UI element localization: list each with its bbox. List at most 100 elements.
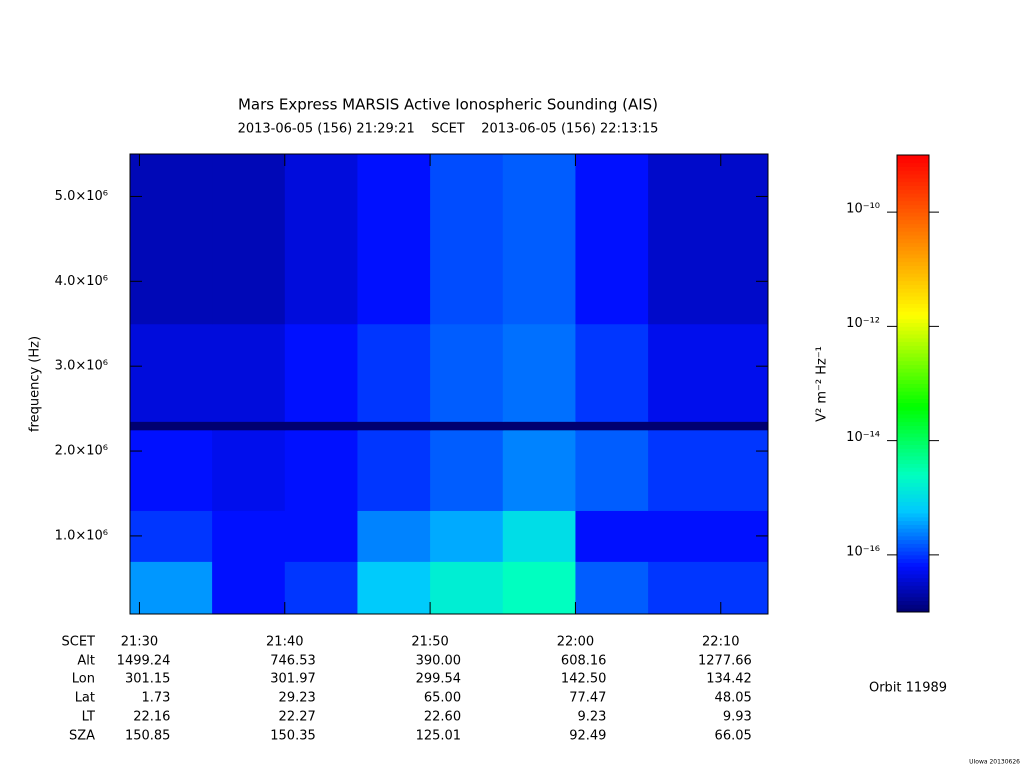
colorbar-step xyxy=(897,257,929,263)
ephemeris-value: 301.15 xyxy=(125,672,171,687)
ephemeris-value: 142.50 xyxy=(561,672,607,687)
heat-cell xyxy=(648,561,769,615)
x-tick-label: 22:10 xyxy=(702,635,739,650)
ephemeris-value: 301.97 xyxy=(270,672,316,687)
colorbar-step xyxy=(897,181,929,186)
ephemeris-value: 22.16 xyxy=(133,710,170,725)
heat-cell xyxy=(357,561,431,615)
colorbar-step xyxy=(897,307,929,312)
colorbar-step xyxy=(897,478,929,484)
credit: UIowa 20130626 xyxy=(969,759,1020,766)
x-tick-label: 21:30 xyxy=(121,635,158,650)
colorbar-step xyxy=(897,387,929,392)
heat-cell xyxy=(575,323,649,422)
ephemeris-value: 9.23 xyxy=(577,710,606,725)
colorbar-step xyxy=(897,196,929,202)
colorbar-step xyxy=(897,471,929,476)
orbit-label: Orbit 11989 xyxy=(869,681,947,696)
colorbar-step xyxy=(897,246,929,251)
colorbar-step xyxy=(897,189,929,194)
heat-cell xyxy=(430,421,504,431)
heat-cell xyxy=(575,510,649,562)
ephemeris-value: 48.05 xyxy=(715,691,752,706)
colorbar-step xyxy=(897,516,929,522)
ephemeris-value: 150.85 xyxy=(125,729,171,744)
colorbar-step xyxy=(897,570,929,575)
ephemeris-value: 77.47 xyxy=(569,691,606,706)
colorbar-step xyxy=(897,311,929,316)
colorbar-step xyxy=(897,177,929,183)
colorbar-step xyxy=(897,459,929,464)
colorbar-step xyxy=(897,448,929,453)
colorbar-step xyxy=(897,219,929,225)
colorbar-step xyxy=(897,185,929,190)
colorbar-step xyxy=(897,490,929,495)
heat-cell xyxy=(430,561,504,615)
colorbar-step xyxy=(897,608,929,613)
ephemeris-value: 22.27 xyxy=(279,710,316,725)
colorbar-step xyxy=(897,413,929,419)
ephemeris-value: 390.00 xyxy=(416,654,462,669)
ephemeris-label: SZA xyxy=(69,729,95,744)
y-tick-label: 1.0×10⁶ xyxy=(55,528,108,543)
colorbar-step xyxy=(897,364,929,369)
colorbar-step xyxy=(897,467,929,472)
colorbar-step xyxy=(897,455,929,461)
colorbar-step xyxy=(897,417,929,423)
colorbar-step xyxy=(897,398,929,404)
heat-cell xyxy=(357,429,431,511)
colorbar-step xyxy=(897,292,929,297)
colorbar-step xyxy=(897,554,929,560)
heat-cell xyxy=(357,421,431,431)
heat-cell xyxy=(575,154,649,325)
y-tick-label: 4.0×10⁶ xyxy=(55,274,108,289)
colorbar-step xyxy=(897,234,929,240)
heat-cell xyxy=(284,429,358,511)
ephemeris-value: 746.53 xyxy=(270,654,316,669)
x-tick-label: 22:00 xyxy=(557,635,594,650)
colorbar-step xyxy=(897,474,929,480)
colorbar-step xyxy=(897,273,929,278)
colorbar-step xyxy=(897,505,929,510)
colorbar-step xyxy=(897,280,929,285)
colorbar-step xyxy=(897,592,929,598)
heat-cell xyxy=(284,510,358,562)
colorbar-step xyxy=(897,493,929,499)
ephemeris-value: 150.35 xyxy=(270,729,316,744)
heat-cell xyxy=(430,510,504,562)
colorbar-step xyxy=(897,589,929,594)
ephemeris-value: 92.49 xyxy=(569,729,606,744)
ephemeris-value: 9.93 xyxy=(723,710,752,725)
colorbar-step xyxy=(897,375,929,381)
ephemeris-value: 66.05 xyxy=(715,729,752,744)
ephemeris-value: 65.00 xyxy=(424,691,461,706)
colorbar-step xyxy=(897,566,929,571)
ephemeris-value: 1499.24 xyxy=(117,654,171,669)
colorbar-step xyxy=(897,604,929,609)
heat-cell xyxy=(502,561,576,615)
colorbar-step xyxy=(897,162,929,167)
colorbar-step xyxy=(897,295,929,301)
heat-cell xyxy=(284,323,358,422)
colorbar-step xyxy=(897,288,929,293)
colorbar-step xyxy=(897,158,929,164)
colorbar-tick-label: 10⁻¹⁴ xyxy=(846,430,880,445)
colorbar-step xyxy=(897,356,929,362)
colorbar-step xyxy=(897,520,929,525)
heat-cell xyxy=(212,510,286,562)
colorbar-step xyxy=(897,535,929,541)
colorbar-step xyxy=(897,242,929,247)
heat-cell xyxy=(284,421,358,431)
heat-cell xyxy=(130,323,213,422)
colorbar-step xyxy=(897,200,929,206)
colorbar-step xyxy=(897,551,929,556)
ephemeris-value: 125.01 xyxy=(416,729,462,744)
colorbar-step xyxy=(897,383,929,388)
heat-cell xyxy=(212,421,286,431)
colorbar-step xyxy=(897,562,929,567)
colorbar-step xyxy=(897,532,929,537)
x-tick-label: 21:40 xyxy=(266,635,303,650)
colorbar-step xyxy=(897,577,929,583)
ephemeris-label: LT xyxy=(82,710,95,725)
ephemeris-value: 1.73 xyxy=(141,691,170,706)
